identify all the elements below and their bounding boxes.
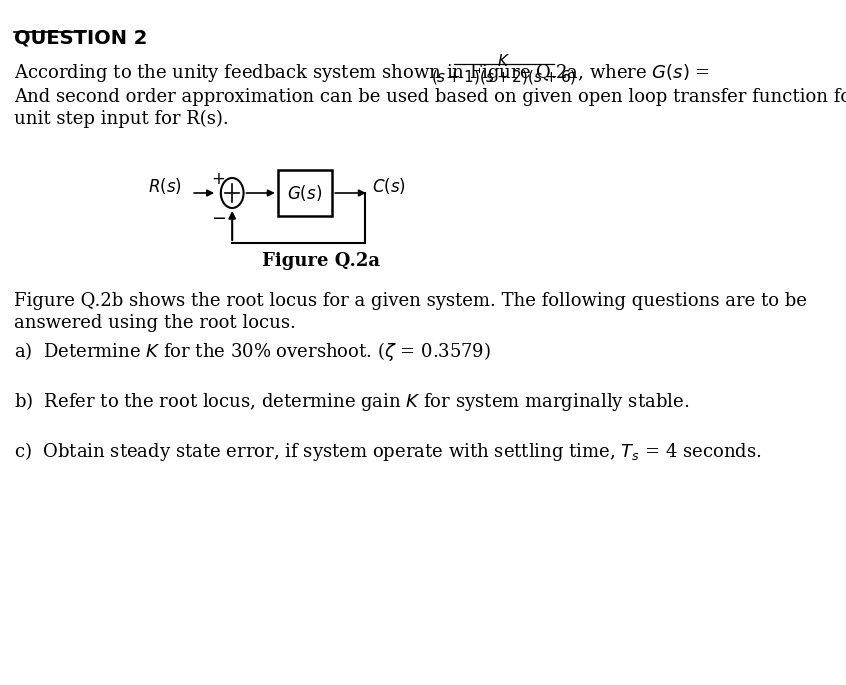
- Text: +: +: [212, 170, 226, 188]
- Text: And second order approximation can be used based on given open loop transfer fun: And second order approximation can be us…: [14, 88, 846, 106]
- FancyBboxPatch shape: [277, 170, 332, 216]
- Text: c)  Obtain steady state error, if system operate with settling time, $T_s$ = 4 s: c) Obtain steady state error, if system …: [14, 440, 761, 463]
- Text: $G(s)$: $G(s)$: [288, 183, 322, 203]
- Text: $(s+1)(s+2)(s+6)$: $(s+1)(s+2)(s+6)$: [431, 68, 577, 86]
- Text: answered using the root locus.: answered using the root locus.: [14, 314, 295, 332]
- Text: unit step input for R(s).: unit step input for R(s).: [14, 110, 228, 128]
- Text: Figure Q.2a: Figure Q.2a: [262, 252, 380, 270]
- Text: $R(s)$: $R(s)$: [148, 176, 182, 196]
- Text: a)  Determine $K$ for the 30% overshoot. ($\zeta$ = 0.3579): a) Determine $K$ for the 30% overshoot. …: [14, 340, 491, 363]
- Text: Figure Q.2b shows the root locus for a given system. The following questions are: Figure Q.2b shows the root locus for a g…: [14, 292, 806, 310]
- Text: b)  Refer to the root locus, determine gain $K$ for system marginally stable.: b) Refer to the root locus, determine ga…: [14, 390, 689, 413]
- Text: According to the unity feedback system shown in Figure Q.2a, where $G(s)$ =: According to the unity feedback system s…: [14, 62, 710, 84]
- Text: $C(s)$: $C(s)$: [371, 176, 405, 196]
- Text: $K$: $K$: [497, 53, 510, 69]
- Text: −: −: [211, 210, 226, 228]
- Text: QUESTION 2: QUESTION 2: [14, 28, 147, 47]
